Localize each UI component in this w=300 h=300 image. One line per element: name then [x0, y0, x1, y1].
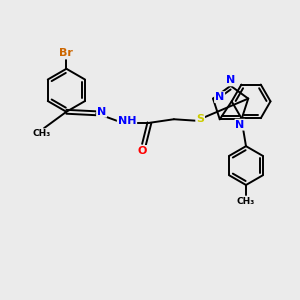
Text: S: S [196, 114, 204, 124]
Text: NH: NH [118, 116, 136, 126]
Text: CH₃: CH₃ [32, 129, 51, 138]
Text: N: N [236, 120, 244, 130]
Text: CH₃: CH₃ [237, 197, 255, 206]
Text: Br: Br [59, 48, 73, 58]
Text: N: N [226, 75, 235, 85]
Text: O: O [138, 146, 147, 156]
Text: N: N [97, 107, 106, 117]
Text: N: N [215, 92, 224, 102]
